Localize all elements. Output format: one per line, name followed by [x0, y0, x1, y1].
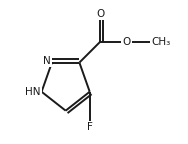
Text: HN: HN [25, 87, 41, 97]
Text: CH₃: CH₃ [152, 37, 171, 47]
Text: O: O [123, 37, 131, 47]
Text: O: O [96, 9, 104, 19]
Text: F: F [87, 122, 93, 132]
Text: N: N [43, 56, 51, 66]
